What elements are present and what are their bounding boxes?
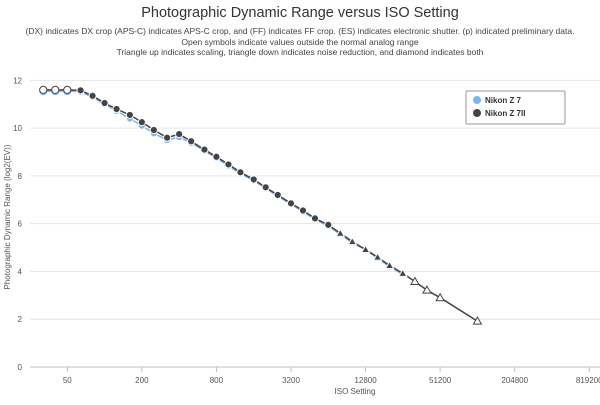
series-line-nikon-z-7 — [43, 90, 404, 275]
chart-subtitle-line-1: (DX) indicates DX crop (APS-C) indicates… — [26, 26, 575, 36]
x-tick-label: 200 — [135, 376, 149, 385]
y-tick-label: 2 — [18, 315, 23, 324]
x-tick-label: 800 — [210, 376, 224, 385]
data-point[interactable] — [63, 85, 72, 94]
grid-layer — [30, 79, 600, 368]
y-tick-label: 8 — [18, 172, 23, 181]
chart-subtitle-line-3: Triangle up indicates scaling, triangle … — [117, 47, 484, 57]
x-tick-label: 50 — [63, 376, 72, 385]
chart-subtitle-line-2: Open symbols indicate values outside the… — [181, 37, 418, 47]
data-point[interactable] — [88, 91, 97, 100]
data-point[interactable] — [236, 168, 245, 177]
data-point[interactable] — [212, 152, 221, 161]
x-tick-label: 3200 — [282, 376, 300, 385]
y-axis-label: Photographic Dynamic Range (log2(EV)) — [3, 144, 12, 289]
data-point[interactable] — [384, 260, 395, 269]
data-point[interactable] — [372, 252, 383, 261]
x-tick-label: 204800 — [501, 376, 528, 385]
data-point[interactable] — [422, 285, 432, 294]
data-point[interactable] — [76, 86, 85, 95]
y-tick-label: 12 — [13, 76, 22, 85]
data-point[interactable] — [249, 175, 258, 184]
data-point[interactable] — [175, 129, 184, 139]
legend-item-nikon-z-7[interactable]: Nikon Z 7 — [472, 95, 522, 106]
y-tick-label: 0 — [18, 363, 23, 372]
data-point[interactable] — [163, 133, 172, 142]
series-nikon-z-7 — [39, 86, 408, 278]
data-point[interactable] — [112, 104, 121, 114]
legend-box — [465, 90, 566, 125]
x-axis-label: ISO Setting — [335, 387, 376, 396]
y-tick-label: 4 — [18, 267, 23, 276]
data-point[interactable] — [149, 125, 158, 135]
data-point[interactable] — [51, 85, 60, 94]
series-layer — [39, 85, 483, 325]
legend-item-nikon-z-7ii[interactable]: Nikon Z 7II — [472, 108, 526, 119]
data-point[interactable] — [125, 110, 134, 120]
x-tick-label: 12800 — [354, 376, 377, 385]
y-tick-label: 6 — [18, 220, 23, 229]
data-point[interactable] — [310, 214, 320, 223]
x-tick-label: 819200 — [576, 376, 600, 385]
data-point[interactable] — [298, 206, 308, 215]
data-point[interactable] — [397, 268, 408, 277]
data-point[interactable] — [100, 98, 109, 108]
legend-label-nikon-z-7: Nikon Z 7 — [485, 96, 522, 105]
chart-title: Photographic Dynamic Range versus ISO Se… — [141, 5, 459, 21]
data-point[interactable] — [261, 183, 270, 192]
data-point[interactable] — [335, 228, 346, 237]
data-point[interactable] — [273, 190, 282, 200]
legend-label-nikon-z-7ii: Nikon Z 7II — [485, 109, 525, 118]
series-nikon-z-7ii — [39, 85, 483, 325]
data-point[interactable] — [39, 85, 48, 94]
data-point[interactable] — [200, 145, 209, 154]
data-point[interactable] — [435, 292, 445, 302]
data-point[interactable] — [137, 118, 146, 127]
y-tick-label: 10 — [13, 124, 22, 133]
data-point[interactable] — [360, 244, 371, 253]
data-point[interactable] — [324, 220, 333, 229]
x-tick-label: 51200 — [429, 376, 452, 385]
data-point[interactable] — [187, 137, 196, 146]
data-point[interactable] — [472, 316, 483, 325]
legend-marker-nikon-z-7 — [472, 95, 482, 105]
data-point[interactable] — [224, 160, 233, 169]
data-point[interactable] — [347, 236, 358, 246]
legend-marker-nikon-z-7ii — [472, 108, 482, 118]
legend: Nikon Z 7 Nikon Z 7II — [465, 90, 566, 125]
axis-layer: 0 2 4 6 8 10 12 50 200 800 3200 12800 51200 204800 819… — [13, 76, 600, 385]
data-point[interactable] — [286, 199, 296, 208]
data-point[interactable] — [410, 276, 420, 285]
series-line-nikon-z-7ii — [43, 89, 478, 322]
